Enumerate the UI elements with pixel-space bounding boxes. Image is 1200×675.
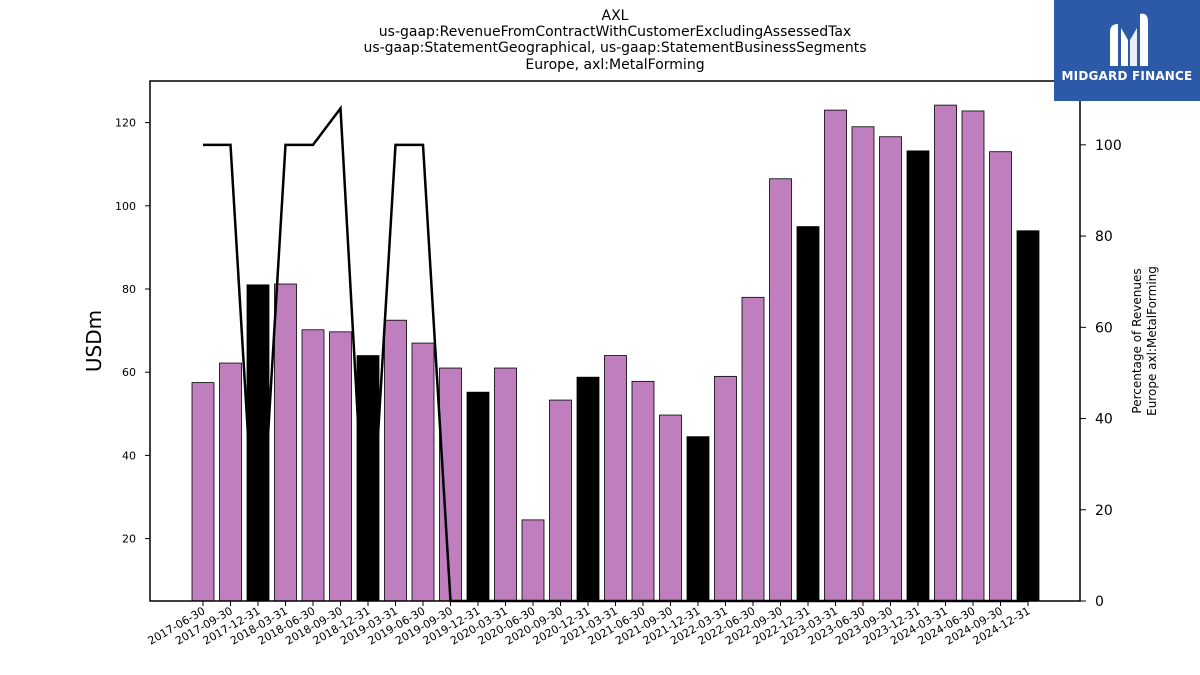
bar-2021-12-31 xyxy=(686,436,710,602)
y-tick-label-100: 100 xyxy=(115,200,136,213)
right-axis-label-line-2: Europe axl:MetalForming xyxy=(1145,266,1159,416)
bar-2024-09-30 xyxy=(989,151,1012,602)
right-tick-label-40: 40 xyxy=(1095,412,1113,428)
bar-2021-06-30 xyxy=(631,380,655,602)
y-tick-label-60: 60 xyxy=(122,366,136,379)
bars xyxy=(191,104,1040,602)
bar-2020-06-30 xyxy=(521,519,545,602)
bar-2019-06-30 xyxy=(411,342,435,602)
bar-2021-09-30 xyxy=(659,414,682,602)
logo-mark-icon xyxy=(1110,13,1148,66)
bar-2019-03-31 xyxy=(384,319,407,602)
bar-2024-03-31 xyxy=(934,104,957,602)
bar-2022-06-30 xyxy=(741,296,765,602)
bar-2019-12-31 xyxy=(466,391,490,602)
logo-text: MIDGARD FINANCE xyxy=(1061,69,1193,83)
bar-2018-06-30 xyxy=(301,329,325,602)
right-axis-label-line-1: Percentage of Revenues xyxy=(1130,268,1144,413)
right-tick-label-0: 0 xyxy=(1095,594,1104,610)
bar-2021-03-31 xyxy=(604,355,627,602)
bar-2017-12-31 xyxy=(246,284,270,602)
title-line-1: AXL xyxy=(602,8,629,24)
right-tick-label-20: 20 xyxy=(1095,503,1113,519)
right-tick-label-60: 60 xyxy=(1095,320,1113,336)
title-line-4: Europe, axl:MetalForming xyxy=(525,57,704,73)
chart-title: AXL us-gaap:RevenueFromContractWithCusto… xyxy=(363,8,866,73)
bar-2022-03-31 xyxy=(714,375,737,602)
y-axis-label: USDm xyxy=(82,310,106,372)
y-tick-label-80: 80 xyxy=(122,283,136,296)
bar-2017-06-30 xyxy=(191,382,215,602)
bar-2017-09-30 xyxy=(219,362,242,602)
right-tick-label-80: 80 xyxy=(1095,229,1113,245)
right-tick-label-100: 100 xyxy=(1095,138,1122,154)
y-tick-label-40: 40 xyxy=(122,449,136,462)
bar-2022-09-30 xyxy=(769,178,792,602)
title-line-2: us-gaap:RevenueFromContractWithCustomerE… xyxy=(379,24,851,40)
bar-2023-12-31 xyxy=(906,150,930,602)
bar-2020-09-30 xyxy=(549,399,572,602)
bar-2024-12-31 xyxy=(1016,230,1040,602)
bar-2018-03-31 xyxy=(274,283,297,602)
bar-2020-12-31 xyxy=(576,376,600,602)
brand-logo: MIDGARD FINANCE xyxy=(1054,0,1200,101)
bar-2023-06-30 xyxy=(851,126,875,602)
y-tick-label-20: 20 xyxy=(122,533,136,546)
bar-2023-03-31 xyxy=(824,109,847,602)
bar-2020-03-31 xyxy=(494,367,517,602)
bar-2024-06-30 xyxy=(961,110,985,602)
bar-2022-12-31 xyxy=(796,226,820,602)
right-axis-label: Percentage of Revenues Europe axl:MetalF… xyxy=(1130,266,1159,416)
y-tick-label-120: 120 xyxy=(115,117,136,130)
bar-2018-09-30 xyxy=(329,331,352,602)
title-line-3: us-gaap:StatementGeographical, us-gaap:S… xyxy=(363,40,866,56)
bar-2023-09-30 xyxy=(879,136,902,602)
